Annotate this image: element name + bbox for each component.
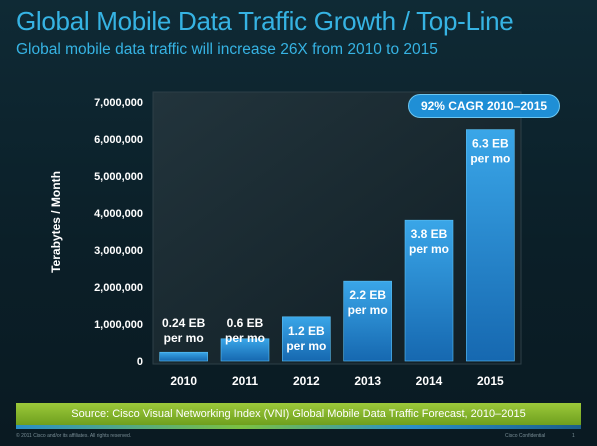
data-label: per mo xyxy=(286,339,326,353)
x-tick-label: 2010 xyxy=(170,374,197,388)
y-tick-label: 3,000,000 xyxy=(94,245,143,257)
footer-copyright: © 2011 Cisco and/or its affiliates. All … xyxy=(16,433,132,439)
data-label: per mo xyxy=(348,303,388,317)
data-label: per mo xyxy=(409,242,449,256)
footer-stripe xyxy=(16,425,581,429)
data-label: per mo xyxy=(225,331,265,345)
data-label: 3.8 EB xyxy=(411,227,448,241)
data-label: 1.2 EB xyxy=(288,324,325,338)
bar-2014 xyxy=(404,219,454,362)
x-tick-label: 2011 xyxy=(232,374,258,388)
y-tick-label: 6,000,000 xyxy=(94,134,143,146)
data-label: 0.6 EB xyxy=(227,316,264,330)
x-tick-label: 2015 xyxy=(477,374,504,388)
y-tick-label: 4,000,000 xyxy=(94,208,143,220)
y-tick-label: 1,000,000 xyxy=(94,319,143,331)
y-tick-label: 2,000,000 xyxy=(94,282,143,294)
footer-page-number: 1 xyxy=(572,433,575,439)
cagr-badge: 92% CAGR 2010–2015 xyxy=(408,94,560,118)
y-tick-label: 5,000,000 xyxy=(94,171,143,183)
bar-2012 xyxy=(282,316,331,362)
y-axis-label: Terabytes / Month xyxy=(49,171,63,273)
data-label: per mo xyxy=(164,331,204,345)
data-label: 0.24 EB xyxy=(162,316,206,330)
x-tick-label: 2014 xyxy=(416,374,443,388)
bar-2013 xyxy=(343,280,392,362)
footer-confidential: Cisco Confidential xyxy=(505,433,546,439)
data-label: per mo xyxy=(470,152,510,166)
x-tick-label: 2012 xyxy=(293,374,320,388)
plot-area xyxy=(152,91,522,365)
x-tick-label: 2013 xyxy=(354,374,381,388)
source-note: Source: Cisco Visual Networking Index (V… xyxy=(16,403,581,425)
bar-2011 xyxy=(220,338,270,362)
bar-2010 xyxy=(159,351,208,362)
data-label: 2.2 EB xyxy=(349,288,386,302)
page-title: Global Mobile Data Traffic Growth / Top-… xyxy=(16,6,514,36)
y-tick-label: 7,000,000 xyxy=(94,97,143,109)
bar-2015 xyxy=(466,129,515,362)
page-subtitle: Global mobile data traffic will increase… xyxy=(16,41,438,58)
y-tick-label: 0 xyxy=(137,356,143,368)
data-label: 6.3 EB xyxy=(472,137,509,151)
